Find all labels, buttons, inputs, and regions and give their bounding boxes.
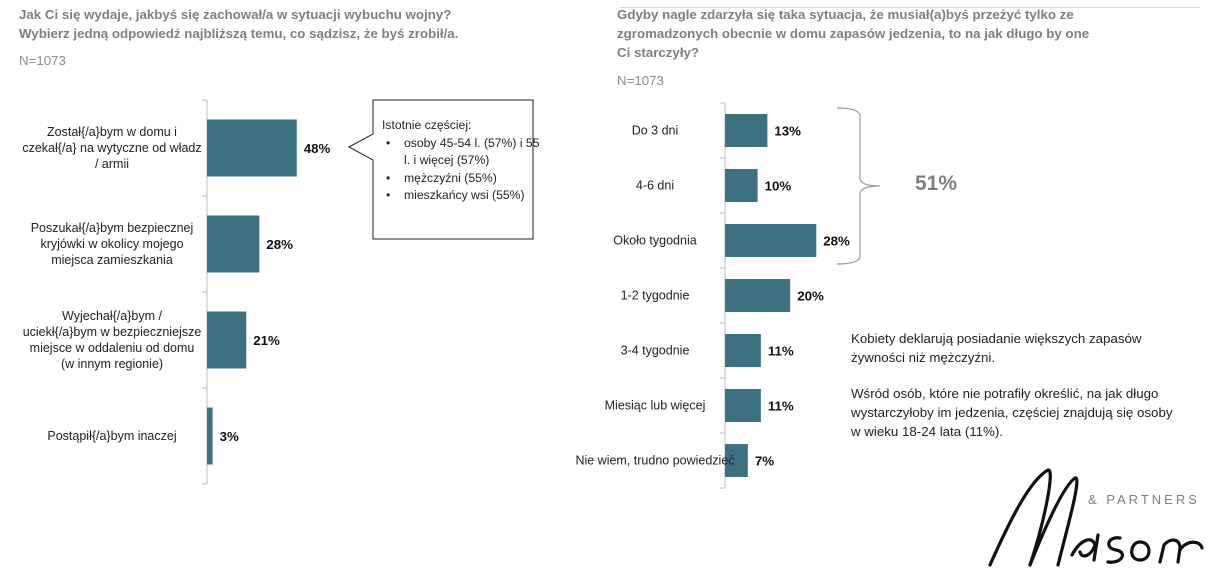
bracket-total: 51%	[915, 172, 958, 195]
right-sample-size: N=1073	[617, 73, 664, 88]
note-women-supplies: Kobiety deklarują posiadanie większych z…	[851, 331, 1142, 365]
bracket	[836, 107, 881, 265]
bar	[725, 444, 748, 477]
data-label: 21%	[253, 333, 280, 348]
bar	[207, 119, 297, 177]
category-label: 4-6 dni	[636, 179, 674, 193]
category-label: Około tygodnia	[613, 234, 696, 248]
left-sample-size: N=1073	[19, 53, 66, 68]
callout-item: mieszkańcy wsi (55%)	[386, 187, 542, 205]
bar	[207, 407, 213, 465]
callout-title: Istotnie częściej:	[382, 118, 472, 132]
bar	[725, 279, 791, 312]
right-bar-chart: 13% Do 3 dni 10% 4-6 dni 28% Około tygodnia 20…	[575, 102, 850, 489]
category-label: Został{/a}bym w domu i czekał{/a} na wyty…	[22, 125, 201, 171]
data-label: 10%	[765, 179, 792, 194]
data-label: 11%	[768, 399, 794, 414]
category-label: Miesiąc lub więcej	[605, 399, 706, 413]
category-label: 1-2 tygodnie	[621, 289, 690, 303]
category-label: Poszukał{/a}bym bezpiecznej kryjówki w ok…	[31, 221, 194, 267]
callout-text: Istotnie częściej: osoby 45-54 l. (57%) …	[382, 117, 542, 205]
note-undecided: Wśród osób, które nie potrafiły określić…	[851, 386, 1173, 439]
left-question-line2: Wybierz jedną odpowiedź najbliższą temu,…	[19, 26, 459, 41]
top-divider	[620, 7, 1200, 8]
category-label: 3-4 tygodnie	[621, 344, 690, 358]
category-label: Do 3 dni	[632, 124, 679, 138]
callout-item: mężczyźni (55%)	[386, 170, 542, 188]
logo-partners: & PARTNERS	[1088, 492, 1200, 507]
data-label: 11%	[768, 344, 794, 359]
bar	[207, 311, 247, 369]
bar	[725, 334, 761, 367]
bar	[725, 389, 761, 422]
bar	[725, 224, 817, 257]
bar	[207, 215, 260, 273]
category-label: Wyjechał{/a}bym / uciekł{/a}bym w bezpiec…	[23, 309, 202, 371]
left-bar-chart: 48% Został{/a}bym w domu i czekał{/a} na w…	[22, 99, 331, 485]
data-label: 7%	[755, 454, 774, 469]
category-label: Nie wiem, trudno powiedzieć	[575, 454, 734, 468]
data-label: 13%	[774, 124, 801, 139]
data-label: 3%	[220, 429, 239, 444]
data-label: 28%	[823, 234, 850, 249]
callout-list: osoby 45-54 l. (57%) i 55 l. i więcej (5…	[382, 135, 542, 205]
data-label: 28%	[266, 237, 293, 252]
bar	[725, 114, 768, 147]
bar	[725, 169, 758, 202]
callout-item: osoby 45-54 l. (57%) i 55 l. i więcej (5…	[386, 135, 542, 170]
left-question-line1: Jak Ci się wydaje, jakbyś się zachował/a…	[19, 7, 452, 22]
data-label: 20%	[797, 289, 824, 304]
maison-logo	[988, 468, 1204, 567]
right-question: Gdyby nagle zdarzyła się taka sytuacja, …	[617, 7, 1090, 60]
data-label: 48%	[304, 141, 331, 156]
left-question: Jak Ci się wydaje, jakbyś się zachował/a…	[19, 5, 519, 43]
category-label: Postąpił{/a}bym inaczej	[47, 429, 176, 443]
